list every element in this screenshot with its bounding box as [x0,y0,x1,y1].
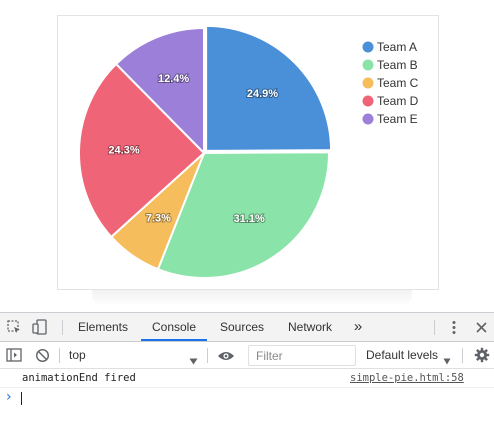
eye-icon[interactable] [217,349,235,361]
close-icon[interactable] [475,321,488,334]
filter-input[interactable]: Filter [248,345,356,366]
chart-legend: Team A Team B Team C Team D Team E [362,40,419,126]
sidebar-toggle-icon[interactable] [6,348,22,362]
legend-label-team-a[interactable]: Team A [377,40,417,54]
legend-swatch-team-e[interactable] [362,113,374,125]
console-prompt-row[interactable]: › [0,389,494,407]
devtools-tabbar: Elements Console Sources Network » [0,313,494,342]
filter-placeholder: Filter [256,349,283,363]
tab-sources[interactable]: Sources [219,320,265,334]
dropdown-arrow-icon[interactable] [189,352,198,365]
legend-label-team-b[interactable]: Team B [377,58,418,72]
legend-label-team-c[interactable]: Team C [377,76,419,90]
toolbar-separator [59,348,60,363]
console-log-row: animationEnd fired simple-pie.html:58 [0,369,494,388]
legend-label-team-d[interactable]: Team D [377,94,419,108]
pie-slices [78,24,333,279]
console-toolbar: top Filter Default levels [0,342,494,369]
legend-label-team-e[interactable]: Team E [377,112,418,126]
prompt-chevron-icon: › [6,389,12,405]
slice-label-team-b: 31.1% [234,213,265,225]
tabbar-separator [62,320,63,335]
pie-slice-team-e[interactable] [114,26,205,156]
settings-gear-icon[interactable] [474,347,490,363]
tab-console[interactable]: Console [141,313,207,341]
tab-elements[interactable]: Elements [77,320,129,334]
console-caret [21,392,22,405]
device-toolbar-icon[interactable] [32,319,48,335]
card-shadow [92,290,412,306]
legend-swatch-team-d[interactable] [362,95,374,107]
console-output: animationEnd fired simple-pie.html:58 › [0,369,494,427]
legend-swatch-team-c[interactable] [362,77,374,89]
tabbar-separator-right [434,320,435,335]
pie-slice-team-d[interactable] [78,62,206,239]
log-levels-dropdown[interactable]: Default levels [366,348,439,362]
more-tabs-button[interactable]: » [353,318,363,335]
toolbar-separator-2 [207,348,208,363]
legend-swatch-team-b[interactable] [362,59,374,71]
inspect-element-icon[interactable] [7,320,22,335]
page-viewport: 24.9% 31.1% 7.3% 24.3% 12.4% Team A Team B Tea… [57,15,439,306]
slice-label-team-e: 12.4% [158,73,189,85]
more-vert-icon[interactable] [448,320,460,335]
pie-slice-team-a[interactable] [205,24,333,152]
levels-dropdown-arrow-icon[interactable] [443,352,451,365]
slice-label-team-c: 7.3% [146,213,171,225]
pie-labels: 24.9% 31.1% 7.3% 24.3% 12.4% [107,72,279,226]
toolbar-separator-3 [462,348,463,363]
context-selector[interactable]: top [69,348,86,362]
legend-swatch-team-a[interactable] [362,41,374,53]
chart-card: 24.9% 31.1% 7.3% 24.3% 12.4% Team A Team B Tea… [57,15,439,290]
pie-slice-team-b[interactable] [156,151,330,279]
devtools-panel: Elements Console Sources Network » top F… [0,312,494,426]
console-source-link[interactable]: simple-pie.html:58 [350,372,464,384]
slice-label-team-a: 24.9% [247,88,278,100]
slice-label-team-d: 24.3% [108,145,139,157]
console-message: animationEnd fired [22,372,136,384]
tab-network[interactable]: Network [287,320,332,334]
clear-console-icon[interactable] [35,348,50,363]
